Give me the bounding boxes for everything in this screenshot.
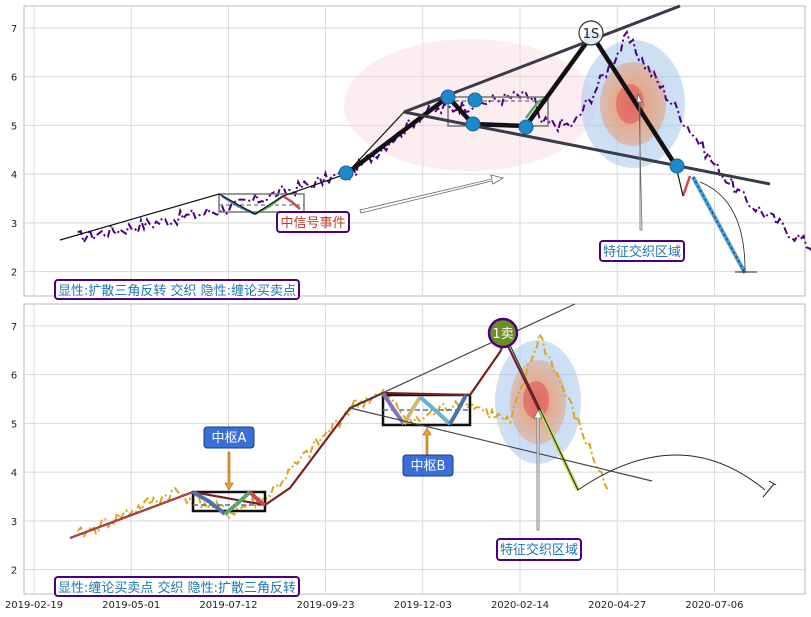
zone-arrow (636, 92, 643, 231)
zone-box-1 (218, 193, 305, 213)
zone-a-label: 中枢A (212, 431, 247, 446)
pivot-dot (338, 165, 354, 181)
bottom-arc (577, 454, 766, 491)
y-tick-label: 4 (11, 170, 17, 181)
x-tick-label: 2020-07-06 (685, 600, 743, 611)
pivot-dot (465, 116, 481, 132)
event-arrow (359, 174, 505, 214)
decline-arc (699, 181, 746, 271)
decline-dotted-inner (692, 176, 746, 274)
y-tick-label: 2 (11, 268, 17, 279)
legend-box-bottom (54, 576, 300, 597)
bottom-panel-frame (23, 303, 806, 595)
pivot-dot (518, 119, 534, 135)
legend-top: 显性:扩散三角反转 交织 隐性:缠论买卖点 (58, 283, 296, 299)
y-tick-label: 5 (11, 121, 17, 132)
bottom-triangle-lower (349, 407, 653, 482)
sell-point-label: 1卖 (492, 327, 513, 342)
zone-b-zig-cyan (418, 395, 452, 426)
top-point-label: 1S (583, 27, 600, 42)
pivot-dot (467, 92, 483, 108)
zigzag-red (282, 194, 301, 210)
y-tick-label: 6 (11, 73, 17, 84)
sell-point-marker (487, 317, 519, 349)
zone-a-zig-green (223, 490, 252, 516)
zigzag-red-2 (681, 175, 692, 197)
y-tick-label: 2 (11, 566, 17, 577)
legend-box-top (54, 279, 300, 300)
top-panel: 2 3 4 5 6 7 1S (11, 4, 811, 300)
bottom-stroke-overlay (69, 491, 194, 539)
zone-a-zig-blue (191, 490, 227, 516)
zone-b-arrow (422, 427, 432, 456)
y-tick-label: 6 (11, 371, 17, 382)
event-label-box (276, 211, 350, 233)
event-label: 中信号事件 (280, 216, 345, 231)
zone-label-box (599, 240, 685, 262)
zone-a-zig-red (248, 490, 267, 507)
zone-b-zig-purple (381, 391, 406, 426)
zone-b-zig-gold (402, 395, 422, 425)
bottom-zone-label: 特征交织区域 (500, 542, 578, 558)
top-y-ticks: 2 3 4 5 6 7 (11, 24, 17, 279)
x-tick-label: 2020-04-27 (588, 600, 646, 611)
bottom-y-ticks: 2 3 4 5 6 7 (11, 322, 17, 577)
zone-a-label-box (203, 426, 255, 449)
zone-b-label: 中枢B (411, 459, 446, 474)
x-tick-label: 2019-07-12 (199, 600, 257, 611)
bottom-triangle-upper (349, 303, 576, 409)
zone-label: 特征交织区域 (603, 244, 681, 260)
bottom-decline-inner (509, 344, 579, 491)
bottom-end-tick-2 (768, 480, 777, 486)
pivot-dot (669, 158, 685, 174)
zone-b-zig-blue (448, 394, 468, 425)
bottom-price-line (76, 331, 609, 541)
x-tick-label: 2019-12-03 (394, 600, 452, 611)
x-tick-label: 2019-09-23 (297, 600, 355, 611)
y-tick-label: 5 (11, 419, 17, 430)
x-ticks: 2019-02-19 2019-05-01 2019-07-12 2019-09-23… (5, 600, 744, 611)
pivot-dot (440, 89, 456, 105)
top-point-marker (578, 20, 604, 46)
y-tick-label: 7 (11, 322, 17, 333)
top-price-line (77, 29, 811, 252)
zone-a-arrow (224, 451, 234, 491)
x-tick-label: 2019-02-19 (5, 600, 63, 611)
legend-bottom: 显性:缠论买卖点 交织 隐性:扩散三角反转 (58, 580, 296, 596)
y-tick-label: 4 (11, 468, 17, 479)
bottom-end-tick (762, 483, 775, 498)
top-thick-line (344, 31, 678, 176)
feature-zone-core (616, 84, 644, 124)
zone-b-label-box (402, 454, 454, 477)
x-tick-label: 2020-02-14 (491, 600, 549, 611)
y-tick-label: 3 (11, 517, 17, 528)
triangle-lower (403, 110, 771, 186)
bottom-zone-arrow (533, 409, 543, 531)
bottom-zone-label-box (496, 538, 582, 561)
y-tick-label: 3 (11, 219, 17, 230)
y-tick-label: 7 (11, 24, 17, 35)
x-tick-label: 2019-05-01 (102, 600, 160, 611)
